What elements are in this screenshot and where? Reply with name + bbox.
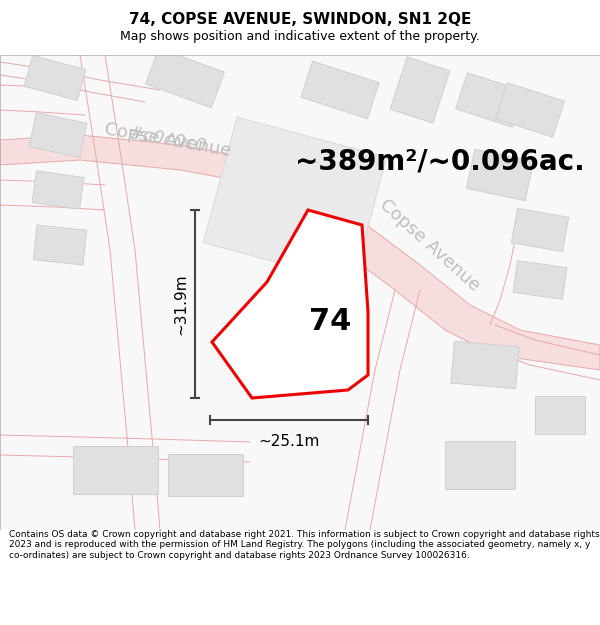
Polygon shape (24, 56, 86, 101)
Text: Copse Avenue: Copse Avenue (103, 120, 233, 160)
Polygon shape (390, 57, 450, 123)
Text: #c0c0c0: #c0c0c0 (127, 124, 209, 156)
Polygon shape (275, 185, 600, 370)
Text: ~389m²/~0.096ac.: ~389m²/~0.096ac. (295, 148, 585, 176)
Polygon shape (301, 61, 379, 119)
Polygon shape (265, 165, 330, 220)
Polygon shape (212, 210, 368, 398)
Text: ~31.9m: ~31.9m (173, 273, 188, 335)
Polygon shape (455, 72, 524, 127)
Text: 74: 74 (310, 308, 352, 336)
Polygon shape (451, 341, 519, 389)
Polygon shape (496, 82, 565, 138)
Text: ~25.1m: ~25.1m (259, 434, 320, 449)
Polygon shape (34, 225, 86, 265)
Polygon shape (73, 446, 157, 494)
Text: Copse Avenue: Copse Avenue (376, 196, 484, 294)
Text: Map shows position and indicative extent of the property.: Map shows position and indicative extent… (120, 30, 480, 43)
Polygon shape (511, 208, 569, 252)
Polygon shape (167, 454, 242, 496)
Polygon shape (29, 112, 87, 158)
Polygon shape (513, 261, 567, 299)
Polygon shape (32, 171, 84, 209)
Polygon shape (466, 149, 533, 201)
Text: 74, COPSE AVENUE, SWINDON, SN1 2QE: 74, COPSE AVENUE, SWINDON, SN1 2QE (129, 12, 471, 27)
Polygon shape (445, 441, 515, 489)
Polygon shape (0, 135, 370, 215)
Polygon shape (146, 48, 224, 108)
Polygon shape (535, 396, 585, 434)
Text: Contains OS data © Crown copyright and database right 2021. This information is : Contains OS data © Crown copyright and d… (9, 530, 599, 560)
Polygon shape (203, 117, 386, 283)
